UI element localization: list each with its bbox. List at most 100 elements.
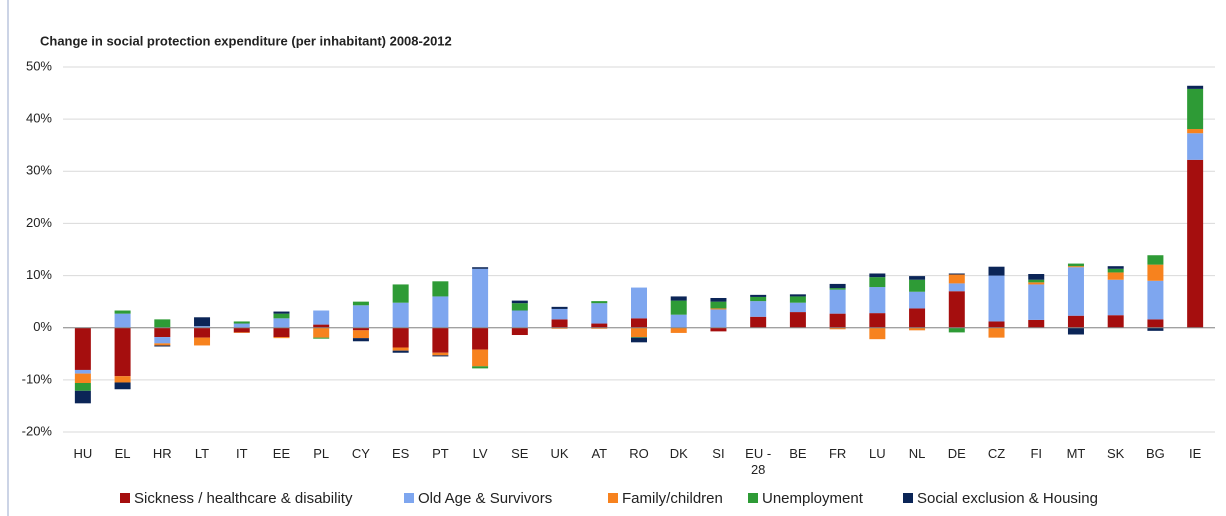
bar-segment xyxy=(1067,266,1084,268)
bar-segment xyxy=(948,273,965,275)
bar-segment xyxy=(1067,327,1084,335)
bar-segment xyxy=(670,314,687,328)
bar-segment xyxy=(511,310,528,328)
bar-segment xyxy=(352,327,369,331)
bar-segment xyxy=(591,323,608,328)
bar-segment xyxy=(472,327,489,350)
bar-segment xyxy=(511,303,528,311)
x-tick-label: FI xyxy=(1030,446,1043,461)
bar-segment xyxy=(710,309,727,328)
bar-segment xyxy=(472,268,489,328)
bar-segment xyxy=(1187,85,1204,89)
bar-segment xyxy=(1187,129,1204,134)
bar-segment xyxy=(392,302,409,328)
bar-segment xyxy=(233,327,250,333)
bar-segment xyxy=(869,273,886,278)
bar-segment xyxy=(551,308,568,320)
legend-swatch xyxy=(903,493,913,503)
bar-segment xyxy=(1028,282,1045,285)
x-tick-label: EL xyxy=(114,446,131,461)
x-tick-label: EE xyxy=(272,446,291,461)
legend-swatch xyxy=(748,493,758,503)
x-tick-label: IE xyxy=(1188,446,1202,461)
bar-segment xyxy=(273,337,290,339)
bar-segment xyxy=(1028,284,1045,320)
y-tick-label: 0% xyxy=(33,319,52,334)
bar-segment xyxy=(392,327,409,348)
bar-segment xyxy=(154,337,171,344)
bar-segment xyxy=(1147,264,1164,281)
bar-segment xyxy=(1147,255,1164,265)
y-tick-label: 40% xyxy=(26,111,52,126)
bar-segment xyxy=(1187,159,1204,328)
bar-segment xyxy=(392,350,409,353)
bar-segment xyxy=(710,327,727,332)
x-tick-label: DE xyxy=(947,446,966,461)
x-tick-label: PL xyxy=(313,446,330,461)
bar-segment xyxy=(591,303,608,324)
bar-segment xyxy=(988,327,1005,338)
x-tick-label: IT xyxy=(235,446,248,461)
bar-segment xyxy=(1107,272,1124,280)
bar-segment xyxy=(154,327,171,338)
bar-segment xyxy=(591,301,608,304)
bar-segment xyxy=(511,327,528,336)
bar-segment xyxy=(551,306,568,309)
bar-segment xyxy=(988,321,1005,328)
bar-segment xyxy=(670,296,687,301)
bar-segment xyxy=(988,266,1005,276)
bar-segment xyxy=(392,284,409,303)
bar-segment xyxy=(869,277,886,288)
x-tick-label: ES xyxy=(391,446,410,461)
bar-segment xyxy=(750,296,767,302)
bar-segment xyxy=(789,302,806,313)
bar-segment xyxy=(233,332,250,333)
bar-segment xyxy=(74,390,91,404)
bar-segment xyxy=(432,281,449,297)
bar-segment xyxy=(194,326,211,328)
legend-label: Old Age & Survivors xyxy=(418,490,552,507)
bar-segment xyxy=(670,327,687,333)
x-tick-label: RO xyxy=(629,446,649,461)
x-tick-label: HU xyxy=(73,446,93,461)
x-tick-label: LT xyxy=(194,446,210,461)
bar-segment xyxy=(472,349,489,367)
y-tick-label: -10% xyxy=(22,371,53,386)
bar-segment xyxy=(74,327,91,370)
bar-segment xyxy=(670,300,687,315)
bar-segment xyxy=(710,308,727,310)
bar-segment xyxy=(1147,319,1164,328)
bar-segment xyxy=(1147,280,1164,320)
x-tick-label: AT xyxy=(591,446,608,461)
bar-segment xyxy=(829,288,846,290)
y-tick-label: 20% xyxy=(26,215,52,230)
bar-segment xyxy=(909,291,926,309)
x-tick-label: NL xyxy=(908,446,926,461)
bar-segment xyxy=(789,294,806,297)
x-tick-label: SE xyxy=(511,446,529,461)
bar-segment xyxy=(909,308,926,328)
bar-segment xyxy=(74,369,91,374)
bar-segment xyxy=(631,287,647,319)
x-tick-label: LV xyxy=(472,446,488,461)
bar-segment xyxy=(551,319,568,328)
bar-segment xyxy=(352,301,369,306)
bar-segment xyxy=(710,297,727,302)
bar-segment xyxy=(551,327,568,329)
bar-segment xyxy=(392,347,409,351)
x-tick-label: EU - 28 xyxy=(745,446,772,477)
bar-segment xyxy=(1067,263,1084,267)
bar-segment xyxy=(948,274,965,284)
bar-segment xyxy=(114,382,131,390)
bar-segment xyxy=(313,327,330,338)
bar-segment xyxy=(948,291,965,328)
bar-segment xyxy=(829,289,846,314)
bar-segment xyxy=(273,327,290,338)
bar-segment xyxy=(750,301,767,317)
bar-segment xyxy=(1028,274,1045,280)
x-tick-label: BE xyxy=(789,446,807,461)
bar-segment xyxy=(74,373,91,383)
x-tick-label: UK xyxy=(550,446,569,461)
